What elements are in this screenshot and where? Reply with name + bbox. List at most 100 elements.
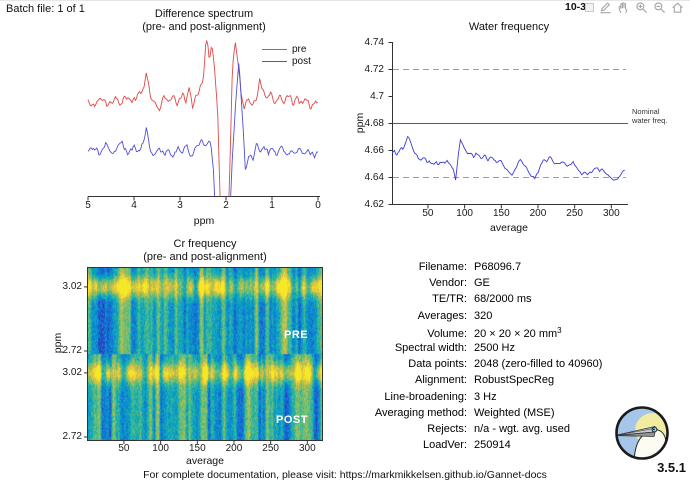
legend-item-pre: pre <box>262 43 311 55</box>
legend-label-pre: pre <box>292 43 307 55</box>
gannet-version-label: 3.5.1 <box>657 460 686 475</box>
info-label: TE/TR: <box>432 293 467 306</box>
diff-x-tick-label: 5 <box>85 200 91 211</box>
figure-date: 10-3 <box>565 1 587 13</box>
water-frequency-series <box>391 135 625 181</box>
water-y-tick-label: 4.68 <box>364 117 384 129</box>
info-label: Vendor: <box>429 277 467 290</box>
info-value: RobustSpecReg <box>474 374 555 387</box>
diff-spectrum-subtitle: (pre- and post-alignment) <box>142 21 266 33</box>
cr-frequency-xlabel: average <box>186 455 224 467</box>
nominal-water-freq-annotation: Nominal water freq. <box>632 107 667 125</box>
info-row: Averaging method: Weighted (MSE) <box>340 407 686 422</box>
info-value: 250914 <box>474 439 511 452</box>
cr-x-tick-label: 150 <box>188 443 206 454</box>
diff-x-tick-label: 2 <box>223 200 229 211</box>
info-value: 3 Hz <box>474 390 497 403</box>
cr-x-tick-label: 100 <box>152 443 169 454</box>
info-row: LoadVer: 250914 <box>340 439 686 454</box>
info-row: Rejects: n/a - wgt. avg. used <box>340 423 686 438</box>
info-label: Averaging method: <box>374 406 467 419</box>
pre-line-swatch <box>262 48 287 50</box>
info-value: n/a - wgt. avg. used <box>474 423 570 435</box>
info-label: Data points: <box>408 358 467 371</box>
top-divider <box>0 0 690 1</box>
edit-icon[interactable] <box>599 1 612 14</box>
info-value: 2048 (zero-filled to 40960) <box>474 358 603 371</box>
zoom-in-icon[interactable] <box>635 1 648 14</box>
diff-series-post <box>87 63 318 197</box>
home-icon[interactable] <box>671 1 684 14</box>
diff-spectrum-legend: pre post <box>262 43 311 67</box>
diff-x-tick-label: 3 <box>177 200 183 211</box>
heatmap-post-label: POST <box>276 414 308 426</box>
cr-x-tick-label: 50 <box>118 443 130 454</box>
info-value: 320 <box>474 309 493 322</box>
zoom-out-icon[interactable] <box>653 1 666 14</box>
water-y-tick-label: 4.74 <box>364 36 384 48</box>
info-label: Volume: <box>427 328 467 341</box>
info-label: Averages: <box>417 309 467 322</box>
water-x-tick-label: 300 <box>602 208 620 219</box>
cr-y-tick-label: 3.02 <box>62 280 82 292</box>
info-value: 20 × 20 × 20 mm <box>474 328 558 341</box>
info-value: GE <box>474 277 490 290</box>
cr-x-tick-label: 200 <box>225 443 243 454</box>
info-row: Filename: P68096.7 <box>340 261 686 276</box>
info-value: 2500 Hz <box>474 342 515 354</box>
info-row: Alignment: RobustSpecReg <box>340 374 686 389</box>
water-x-tick-label: 50 <box>422 208 434 219</box>
gannet-logo <box>615 406 669 460</box>
water-y-tick-label: 4.64 <box>364 171 384 183</box>
info-row: TE/TR: 68/2000 ms <box>340 293 686 308</box>
water-y-tick-label: 4.66 <box>364 144 384 156</box>
info-row: Averages: 320 <box>340 310 686 325</box>
water-frequency-xlabel: average <box>490 222 528 234</box>
info-row: Line-broadening: 3 Hz <box>340 391 686 406</box>
footer-documentation-text: For complete documentation, please visit… <box>143 469 547 481</box>
annotation-line-2: water freq. <box>632 116 668 125</box>
legend-label-post: post <box>292 55 311 67</box>
cr-x-tick-label: 250 <box>262 443 279 454</box>
cr-frequency-subtitle: (pre- and post-alignment) <box>143 251 267 263</box>
diff-x-tick-label: 0 <box>315 200 321 211</box>
cr-y-tick-label: 3.02 <box>62 366 82 378</box>
diff-x-tick-label: 1 <box>269 200 275 211</box>
diff-series-pre <box>87 40 318 197</box>
info-label: Rejects: <box>427 423 467 435</box>
obscured-date-character <box>585 3 594 12</box>
image-viewer-toolbar <box>585 1 684 14</box>
water-y-tick-label: 4.72 <box>364 63 384 75</box>
info-row: Data points: 2048 (zero-filled to 40960) <box>340 358 686 373</box>
water-frequency-title: Water frequency <box>468 21 550 33</box>
info-row: Vendor: GE <box>340 277 686 292</box>
info-row: Volume: 20 × 20 × 20 mm3 <box>340 326 686 341</box>
info-value-superscript: 3 <box>557 325 562 335</box>
info-label: Filename: <box>418 261 467 273</box>
legend-item-post: post <box>262 55 311 67</box>
cr-x-tick-label: 300 <box>298 443 316 454</box>
water-x-tick-label: 150 <box>492 208 510 219</box>
info-value: P68096.7 <box>474 261 522 273</box>
cr-y-tick-label: 2.72 <box>62 430 82 442</box>
water-x-tick-label: 250 <box>566 208 583 219</box>
info-label: Line-broadening: <box>384 390 467 403</box>
annotation-line-1: Nominal <box>632 107 660 116</box>
water-y-tick-label: 4.7 <box>370 90 384 102</box>
info-label: Spectral width: <box>394 342 467 354</box>
diff-spectrum-title: Difference spectrum <box>154 8 254 20</box>
info-row: Spectral width: 2500 Hz <box>340 342 686 357</box>
water-x-tick-label: 100 <box>456 208 473 219</box>
info-label: Alignment: <box>415 374 467 387</box>
cr-y-tick-label: 2.72 <box>62 344 82 356</box>
info-label: LoadVer: <box>422 439 467 452</box>
diff-x-tick-label: 4 <box>131 200 137 211</box>
cr-frequency-title: Cr frequency <box>173 238 237 250</box>
batch-file-label: Batch file: 1 of 1 <box>6 3 85 15</box>
pan-hand-icon[interactable] <box>617 1 630 14</box>
diff-spectrum-xlabel: ppm <box>193 215 215 227</box>
post-line-swatch <box>262 60 287 62</box>
water-y-tick-label: 4.62 <box>364 198 384 210</box>
heatmap-pre-label: PRE <box>284 329 309 341</box>
